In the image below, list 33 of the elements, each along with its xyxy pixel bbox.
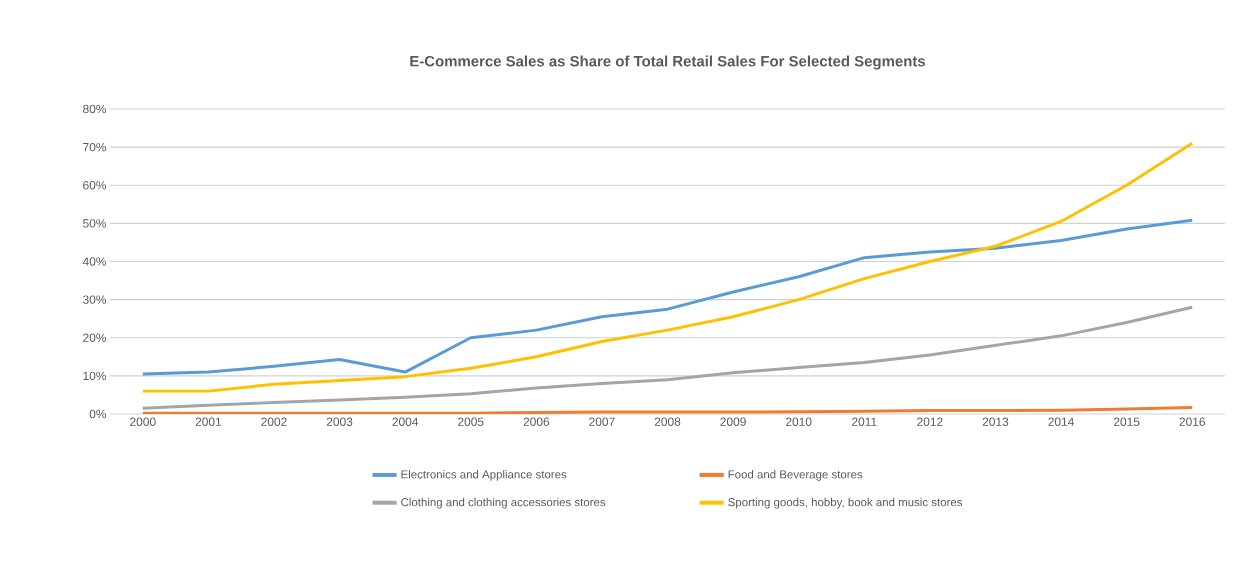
y-tick-label: 70% xyxy=(83,142,107,152)
y-tick-label: 40% xyxy=(82,257,107,266)
y-tick-label: 60% xyxy=(83,181,107,190)
legend-label: Electronics and Appliance stores xyxy=(401,470,567,481)
x-tick-label: 2015 xyxy=(1113,417,1140,426)
y-tick-label: 30% xyxy=(83,295,107,304)
x-tick-label: 2000 xyxy=(130,417,156,426)
x-tick-label: 2006 xyxy=(523,417,550,426)
x-tick-label: 2011 xyxy=(852,417,877,426)
legend-label: Sporting goods, hobby, book and music stores xyxy=(728,497,963,509)
y-tick-label: 10% xyxy=(83,371,107,381)
x-tick-label: 2014 xyxy=(1048,417,1074,426)
y-tick-label: 20% xyxy=(83,333,107,342)
line-series xyxy=(141,141,1194,393)
chart-title: E-Commerce Sales as Share of Total Retail Sales For Selected Segments xyxy=(410,55,926,70)
x-tick-label: 2005 xyxy=(458,417,484,426)
y-tick-label: 50% xyxy=(83,219,107,228)
legend-label: Clothing and clothing accessories stores xyxy=(401,497,606,509)
x-tick-label: 2016 xyxy=(1179,417,1205,426)
y-tick-label: 0% xyxy=(89,409,107,419)
y-tick-label: 80% xyxy=(83,104,107,114)
line-series xyxy=(141,218,1194,376)
x-tick-label: 2008 xyxy=(654,417,681,426)
x-tick-label: 2009 xyxy=(720,417,746,426)
x-tick-label: 2007 xyxy=(589,417,615,426)
legend-label: Food and Beverage stores xyxy=(728,470,863,481)
x-tick-label: 2003 xyxy=(326,417,353,426)
x-tick-label: 2010 xyxy=(785,417,812,426)
x-tick-label: 2004 xyxy=(392,417,419,426)
x-tick-label: 2012 xyxy=(917,417,943,426)
x-tick-label: 2013 xyxy=(982,417,1009,426)
x-tick-label: 2001 xyxy=(195,417,222,426)
x-tick-label: 2002 xyxy=(261,417,287,426)
